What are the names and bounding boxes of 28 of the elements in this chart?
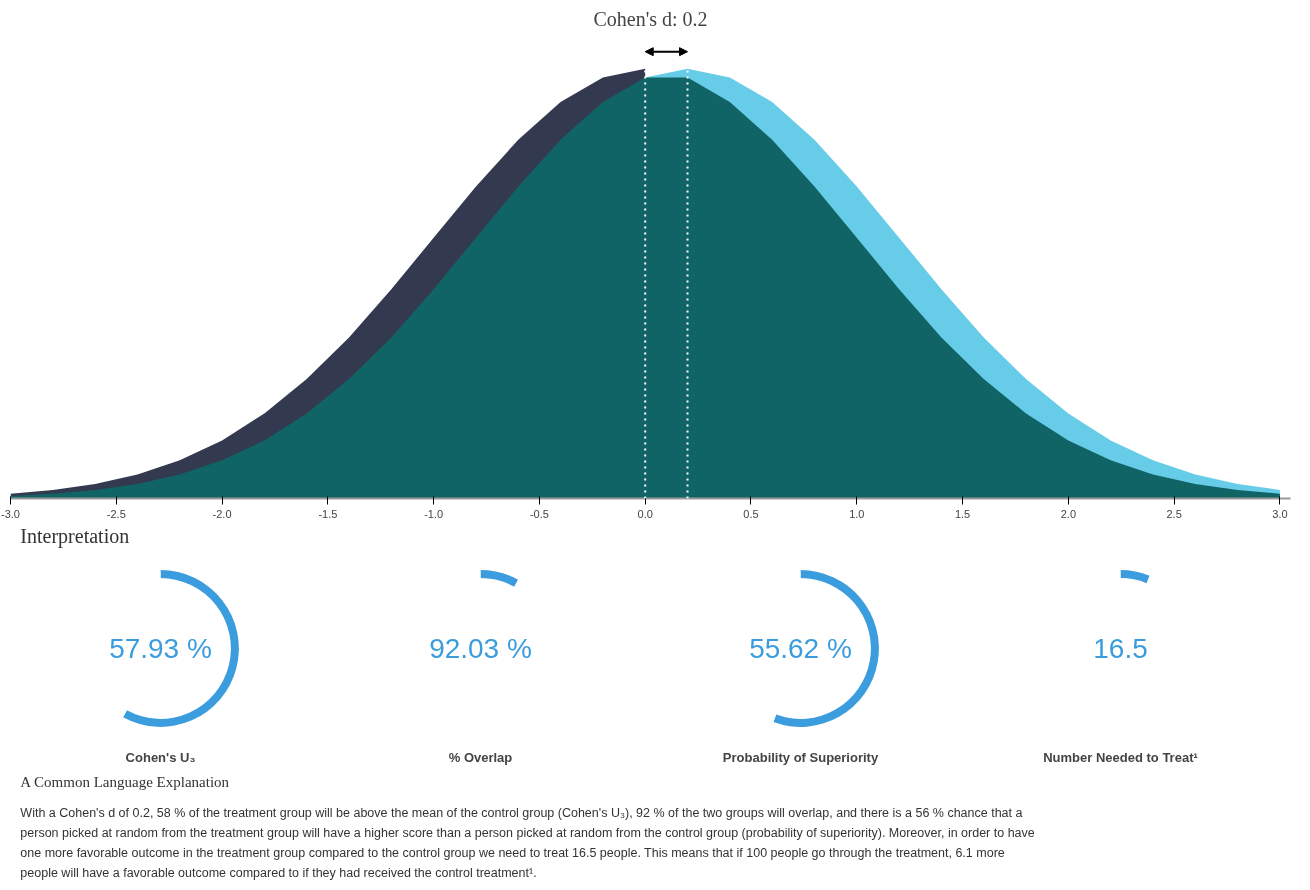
text: 92.03 %	[429, 633, 532, 664]
text: person picked at random from the treatment group will have a higher score than a person picked at random from the control group (probability of superiority). Moreover, in order to have	[20, 825, 1035, 840]
chart-title: Cohen's d: 0.2	[593, 7, 708, 30]
x-tick-label: 1.0	[849, 507, 865, 520]
text: Probability of Superiority	[722, 749, 879, 765]
text: Number Needed to Treat¹	[1043, 749, 1198, 765]
x-tick-label: -3.0	[1, 507, 20, 520]
x-tick-label: 3.0	[1272, 507, 1288, 520]
text: Interpretation	[20, 524, 130, 548]
x-tick-label: -0.5	[529, 507, 549, 520]
text: 57.93 %	[109, 633, 212, 664]
text: A Common Language Explanation	[20, 773, 230, 790]
text: Cohen's U₃	[125, 749, 196, 765]
x-tick-label: -1.5	[318, 507, 338, 520]
text: With a Cohen's d of 0.2, 58 % of the treatment group will be above the mean of the control group (Cohen's U₃), 92 % of the two groups will overlap, and there is a 56 % chance that a	[20, 805, 1023, 820]
x-tick-label: 0.5	[743, 507, 759, 520]
text: people will have a favorable outcome compared to if they had received the control treatment¹.	[20, 865, 537, 880]
text: 55.62 %	[749, 633, 852, 664]
text: % Overlap	[448, 749, 513, 765]
x-tick-label: 0.0	[637, 507, 653, 520]
x-tick-label: -2.0	[212, 507, 232, 520]
x-tick-label: 1.5	[954, 507, 971, 520]
text: one more favorable outcome in the treatment group compared to the control group we need to treat 16.5 people. This means that if 100 people go through the treatment, 6.1 more	[20, 845, 1005, 860]
x-tick-label: 2.0	[1060, 507, 1076, 520]
x-tick-label: -1.0	[424, 507, 444, 520]
x-tick-label: -2.5	[106, 507, 126, 520]
text: 16.5	[1093, 633, 1148, 664]
x-tick-label: 2.5	[1166, 507, 1182, 520]
